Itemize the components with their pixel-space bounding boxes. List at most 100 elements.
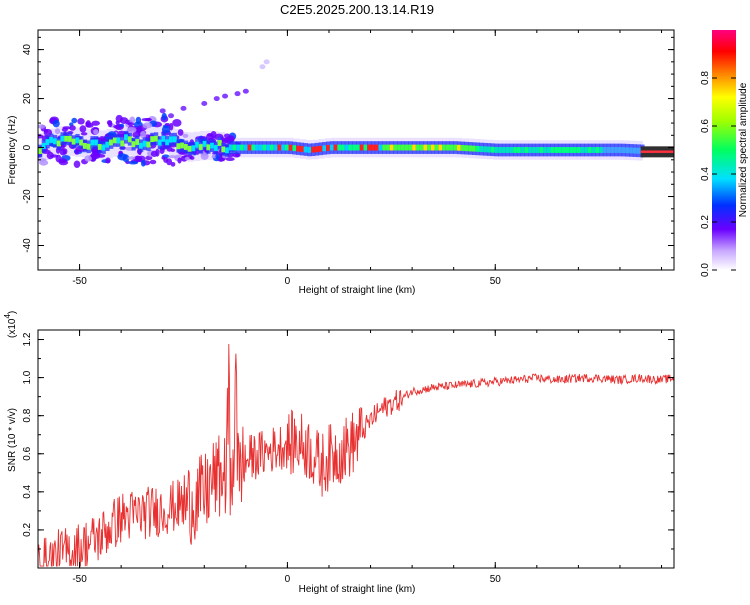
band-core xyxy=(393,144,398,151)
band-core xyxy=(610,147,615,153)
band-core xyxy=(569,147,574,153)
y-tick-label: 20 xyxy=(22,93,33,105)
band-core xyxy=(498,147,503,153)
band-core xyxy=(516,147,522,153)
band-core xyxy=(64,135,69,142)
y-tick-label: -20 xyxy=(22,189,33,204)
noise-blob xyxy=(149,159,157,165)
band-core xyxy=(94,139,99,146)
band-core xyxy=(397,144,402,151)
band-core xyxy=(195,141,200,148)
band-core xyxy=(602,147,608,153)
band-core xyxy=(213,145,219,151)
x-tick-label: 0 xyxy=(285,574,291,585)
band-core xyxy=(356,144,361,151)
x-tick-label: -50 xyxy=(72,276,87,287)
band-core xyxy=(457,144,462,151)
y-tick-label: 0.4 xyxy=(22,484,33,498)
band-core xyxy=(400,144,406,151)
spectrogram-panel: -50 0 50 -40 -20 0 20 40 Height of straight lin… xyxy=(7,29,675,296)
band-core xyxy=(273,144,278,151)
band-core xyxy=(86,143,91,150)
band-core xyxy=(225,147,230,154)
noise-blob xyxy=(161,112,167,121)
colorbar: 0.0 0.2 0.4 0.6 0.8 Normalized spectral ampl… xyxy=(700,30,749,277)
band-core xyxy=(326,144,331,151)
band-core xyxy=(543,147,548,153)
band-core xyxy=(501,147,507,153)
band-core xyxy=(614,147,619,153)
band-core xyxy=(370,144,376,151)
noise-blob xyxy=(38,124,46,129)
band-core xyxy=(79,139,84,146)
band-core xyxy=(299,146,305,152)
band-core xyxy=(337,144,342,151)
outlier-point xyxy=(263,59,270,65)
noise-blob xyxy=(69,125,76,131)
band-core xyxy=(307,146,312,153)
band-core xyxy=(449,144,454,151)
y-tick-label: 0 xyxy=(22,144,33,150)
band-core xyxy=(322,145,327,152)
outlier-point xyxy=(259,64,266,70)
band-core xyxy=(561,147,567,153)
band-core xyxy=(228,144,234,151)
noise-blob xyxy=(170,161,176,167)
band-core xyxy=(183,144,189,150)
y-tick-label: -40 xyxy=(22,238,33,253)
noise-blob xyxy=(164,122,170,127)
noise-blob xyxy=(38,158,47,162)
band-core xyxy=(266,144,271,151)
band-core xyxy=(157,139,162,146)
band-core xyxy=(41,143,46,149)
noise-blob xyxy=(52,119,60,128)
band-core xyxy=(236,144,241,151)
band-core xyxy=(546,147,552,153)
noise-blob xyxy=(137,125,143,132)
band-core xyxy=(277,144,282,151)
band-core xyxy=(311,146,316,153)
band-core xyxy=(139,142,144,149)
snr-multiplier: (x104) xyxy=(3,311,18,338)
band-core xyxy=(120,140,125,147)
band-core xyxy=(198,144,204,151)
band-core xyxy=(471,145,477,152)
band-core xyxy=(363,144,368,151)
band-core xyxy=(124,134,129,141)
noise-blob xyxy=(172,119,182,127)
noise-blob xyxy=(128,160,139,165)
colorbar-tick-label: 0.8 xyxy=(700,71,711,85)
band-core xyxy=(415,144,421,151)
band-core xyxy=(494,147,499,153)
band-core xyxy=(617,147,623,153)
band-core xyxy=(404,144,409,151)
band-core xyxy=(486,146,492,153)
band-core xyxy=(269,144,275,151)
band-core xyxy=(292,145,297,152)
band-core xyxy=(580,147,585,153)
band-core xyxy=(82,142,88,149)
band-core xyxy=(150,136,155,143)
noise-blob xyxy=(115,114,123,123)
band-core xyxy=(318,145,323,152)
band-core xyxy=(67,135,73,142)
band-core xyxy=(60,135,65,142)
noise-blob xyxy=(126,126,137,134)
noise-blob xyxy=(93,129,99,135)
colorbar-tick-label: 0.6 xyxy=(700,119,711,133)
colorbar-label: Normalized spectral amplitude xyxy=(738,82,749,217)
noise-blob xyxy=(177,129,184,136)
band-core xyxy=(374,144,379,151)
noise-blob xyxy=(184,156,190,161)
y-tick-label: 1.0 xyxy=(22,370,33,384)
noise-blob xyxy=(129,116,136,124)
band-core xyxy=(247,144,252,151)
noise-blob xyxy=(79,125,87,133)
band-core xyxy=(352,144,357,151)
band-core xyxy=(348,144,353,151)
band-core xyxy=(172,136,177,143)
noise-blob xyxy=(215,153,220,159)
band-core xyxy=(475,145,480,152)
band-core xyxy=(408,144,413,151)
